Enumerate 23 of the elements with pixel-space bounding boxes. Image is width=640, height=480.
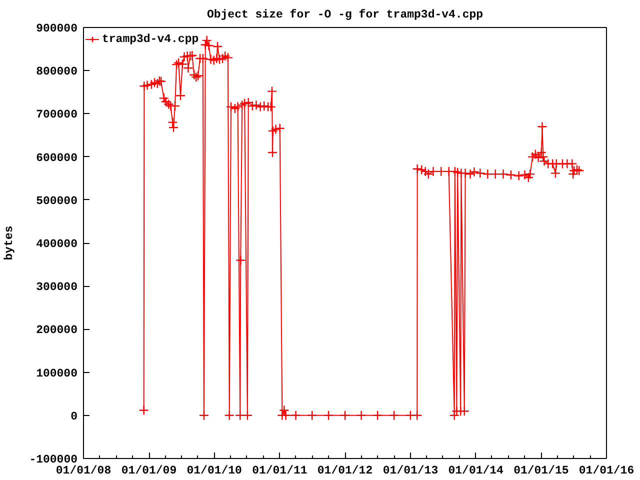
x-tick-label: 01/01/09 [121,464,177,478]
y-tick-label: 600000 [36,152,78,165]
y-tick-label: 500000 [36,194,78,208]
x-tick-label: 01/01/08 [56,464,112,478]
x-tick-label: 01/01/10 [186,464,242,478]
y-tick-label: 0 [70,410,78,424]
y-tick-label: 300000 [36,281,78,294]
chart-title: Object size for -O -g for tramp3d-v4.cpp [206,8,484,22]
y-tick-label: 900000 [36,22,78,36]
y-tick-label: 800000 [36,66,78,79]
x-tick-label: 01/01/15 [514,464,569,478]
y-tick-label: 200000 [36,324,78,338]
x-tick-label: 01/01/14 [448,464,504,478]
y-tick-label: -100000 [29,454,78,466]
y-tick-label: 100000 [36,367,78,380]
y-axis-title: bytes [3,226,16,260]
x-tick-label: 01/01/13 [382,464,438,478]
legend-label: tramp3d-v4.cpp [102,32,199,46]
x-tick-label: 01/01/12 [317,464,373,478]
y-tick-label: 400000 [36,238,78,251]
x-tick-label: 01/01/11 [252,464,308,478]
y-tick-label: 700000 [36,108,78,122]
x-tick-label: 01/01/16 [578,464,634,478]
